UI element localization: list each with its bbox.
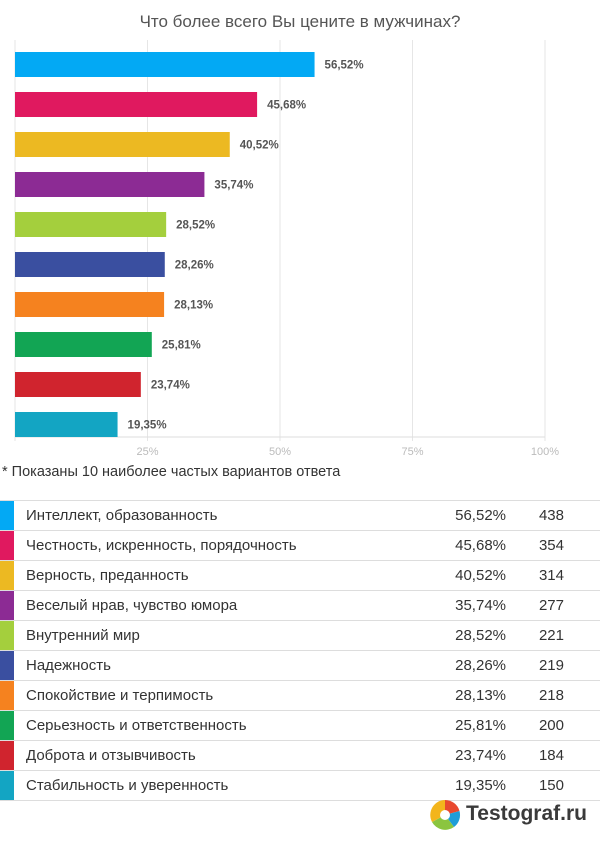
legend-count: 221 xyxy=(538,627,564,644)
data-label: 23,74% xyxy=(151,380,190,392)
legend-count: 218 xyxy=(538,687,564,704)
legend-percent: 40,52% xyxy=(455,567,506,584)
legend-count: 219 xyxy=(538,657,564,674)
legend-table: Интеллект, образованность 56,52% 438 Честно… xyxy=(0,500,600,801)
bar xyxy=(15,372,141,397)
brand[interactable]: Testograf.ru xyxy=(428,796,598,836)
data-label: 40,52% xyxy=(240,140,279,152)
legend-label: Внутренний мир xyxy=(26,627,140,644)
legend-percent: 19,35% xyxy=(455,777,506,794)
bar xyxy=(15,132,230,157)
legend-label: Спокойствие и терпимость xyxy=(26,687,214,704)
legend-swatch xyxy=(0,501,14,530)
data-label: 28,52% xyxy=(176,220,215,232)
legend-percent: 35,74% xyxy=(455,597,506,614)
legend-label: Надежность xyxy=(26,657,111,674)
legend-count: 277 xyxy=(538,597,564,614)
legend-row: Доброта и отзывчивость 23,74% 184 xyxy=(0,740,600,770)
legend-row: Спокойствие и терпимость 28,13% 218 xyxy=(0,680,600,710)
data-label: 28,13% xyxy=(174,300,213,312)
legend-label: Честность, искренность, порядочность xyxy=(26,537,297,554)
data-label: 25,81% xyxy=(162,340,201,352)
x-tick-label: 75% xyxy=(401,446,423,458)
data-label: 19,35% xyxy=(128,420,167,432)
legend-swatch xyxy=(0,561,14,590)
bar-chart: 56,52% 45,68% 40,52% 35,74% 28,52% 28,26% 28,1… xyxy=(14,40,559,458)
legend-percent: 28,26% xyxy=(455,657,506,674)
legend-row: Интеллект, образованность 56,52% 438 xyxy=(0,500,600,530)
data-label: 35,74% xyxy=(214,180,253,192)
x-tick-label: 25% xyxy=(136,446,158,458)
legend-percent: 23,74% xyxy=(455,747,506,764)
legend-count: 150 xyxy=(538,777,564,794)
legend-label: Веселый нрав, чувство юмора xyxy=(26,597,238,614)
legend-count: 314 xyxy=(538,567,564,584)
legend-swatch xyxy=(0,741,14,770)
legend-row: Стабильность и уверенность 19,35% 150 xyxy=(0,770,600,801)
legend-percent: 56,52% xyxy=(455,507,506,524)
legend-label: Стабильность и уверенность xyxy=(26,777,229,794)
x-tick-label: 50% xyxy=(269,446,291,458)
legend-swatch xyxy=(0,711,14,740)
legend-row: Серьезность и ответственность 25,81% 200 xyxy=(0,710,600,740)
bar xyxy=(15,52,315,77)
bar xyxy=(15,292,165,317)
brand-text: Testograf.ru xyxy=(466,802,587,825)
legend-row: Веселый нрав, чувство юмора 35,74% 277 xyxy=(0,590,600,620)
legend-swatch xyxy=(0,771,14,800)
legend-count: 354 xyxy=(538,537,564,554)
bar xyxy=(15,332,152,357)
bar xyxy=(15,412,118,437)
footnote: * Показаны 10 наиболее частых вариантов … xyxy=(2,464,341,480)
data-label: 45,68% xyxy=(267,100,306,112)
legend-label: Серьезность и ответственность xyxy=(26,717,247,734)
legend-label: Интеллект, образованность xyxy=(26,507,218,524)
data-label: 56,52% xyxy=(325,60,364,72)
x-tick-label: 100% xyxy=(531,446,559,458)
pie-chart-logo-icon xyxy=(430,799,461,830)
legend-swatch xyxy=(0,531,14,560)
data-label: 28,26% xyxy=(175,260,214,272)
legend-row: Внутренний мир 28,52% 221 xyxy=(0,620,600,650)
legend-label: Верность, преданность xyxy=(26,567,189,584)
legend-swatch xyxy=(0,621,14,650)
legend-row: Надежность 28,26% 219 xyxy=(0,650,600,680)
legend-swatch xyxy=(0,651,14,680)
legend-count: 184 xyxy=(538,747,564,764)
chart-title: Что более всего Вы цените в мужчинах? xyxy=(139,12,461,31)
legend-percent: 45,68% xyxy=(455,537,506,554)
bar xyxy=(15,172,205,197)
legend-percent: 28,52% xyxy=(455,627,506,644)
legend-row: Верность, преданность 40,52% 314 xyxy=(0,560,600,590)
legend-percent: 28,13% xyxy=(455,687,506,704)
legend-row: Честность, искренность, порядочность 45,6… xyxy=(0,530,600,560)
bar xyxy=(15,212,167,237)
legend-label: Доброта и отзывчивость xyxy=(26,747,196,764)
legend-count: 200 xyxy=(538,717,564,734)
legend-percent: 25,81% xyxy=(455,717,506,734)
legend-swatch xyxy=(0,591,14,620)
bar xyxy=(15,252,165,277)
legend-swatch xyxy=(0,681,14,710)
bar xyxy=(15,92,258,117)
legend-count: 438 xyxy=(538,507,564,524)
